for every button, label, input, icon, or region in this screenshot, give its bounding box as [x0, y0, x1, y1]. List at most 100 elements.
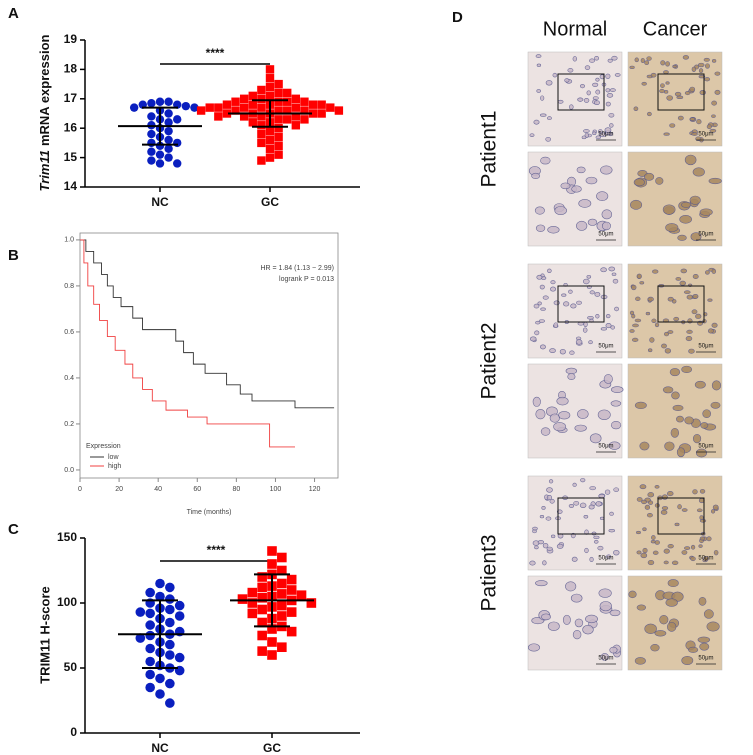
cell [609, 88, 616, 93]
y-tick-label: 14 [64, 179, 78, 193]
cell [573, 500, 580, 506]
data-point [247, 598, 258, 608]
cell [645, 311, 651, 316]
cell [549, 348, 556, 354]
scale-bar-label: 50μm [698, 444, 713, 450]
cell [600, 653, 609, 661]
cell [542, 295, 549, 300]
cell [603, 374, 613, 384]
data-point [286, 585, 297, 595]
data-point [296, 590, 307, 600]
data-point [174, 611, 185, 621]
scale-bar-label: 50μm [598, 132, 613, 138]
data-point [135, 607, 146, 617]
cell [556, 396, 569, 406]
cell [687, 318, 693, 324]
data-point [165, 639, 175, 650]
histology-image: 50μm [527, 575, 623, 671]
cell [587, 218, 598, 226]
data-point [164, 97, 173, 106]
cell [679, 215, 692, 224]
cell [690, 232, 702, 242]
cell [574, 618, 584, 628]
cell [633, 106, 639, 112]
data-point [283, 115, 292, 124]
cell [535, 320, 541, 325]
data-point [155, 150, 165, 159]
cell [694, 380, 706, 389]
x-tick-label: 80 [232, 486, 240, 493]
cell [604, 489, 611, 495]
cell [703, 609, 714, 619]
cell [632, 323, 639, 328]
cell [667, 330, 674, 334]
cell [596, 191, 609, 202]
cell [581, 135, 587, 140]
cell [629, 329, 635, 333]
cell [559, 349, 566, 355]
data-point [265, 135, 275, 145]
cell [631, 337, 639, 342]
cell [673, 316, 680, 322]
cell [665, 223, 679, 233]
cell [545, 80, 553, 86]
cell [608, 529, 615, 533]
data-point [135, 633, 146, 643]
cell [708, 177, 722, 185]
cell [613, 550, 620, 556]
panel-label: B [8, 247, 19, 264]
cell [696, 119, 702, 125]
cell [661, 494, 668, 500]
data-point [274, 141, 283, 151]
cell [712, 504, 719, 511]
cell [654, 503, 660, 508]
data-point [248, 100, 257, 109]
data-point [155, 591, 165, 602]
panel-label: C [8, 521, 19, 538]
cell [672, 64, 677, 69]
data-point [265, 153, 275, 162]
plot-frame [79, 232, 339, 479]
cell [663, 132, 670, 136]
cell [572, 56, 578, 62]
cell [647, 296, 654, 302]
data-point [237, 594, 248, 604]
data-point [283, 97, 292, 106]
cell [580, 478, 586, 483]
scale-bar-label: 50μm [698, 232, 713, 238]
cell [646, 512, 653, 518]
cell [642, 527, 647, 532]
inset-box [657, 73, 705, 111]
cell [706, 124, 712, 130]
annotation: HR = 1.84 (1.13 − 2.99) [260, 265, 334, 272]
cell [532, 526, 538, 531]
cell [570, 303, 577, 309]
cell [565, 367, 578, 375]
cell [601, 209, 613, 220]
y-tick-label: 100 [57, 595, 77, 609]
survival-curve [80, 239, 335, 409]
cell [704, 270, 710, 275]
cell [689, 195, 701, 205]
cell [713, 549, 719, 556]
cell [600, 327, 607, 331]
data-point [283, 88, 292, 98]
cell [578, 199, 592, 208]
cell [547, 226, 560, 234]
cell [571, 556, 578, 562]
cell [711, 509, 716, 514]
cell [661, 506, 669, 511]
cell [583, 129, 590, 133]
data-point [155, 673, 165, 684]
cell [614, 73, 621, 77]
cell [546, 546, 553, 551]
cell [646, 56, 652, 61]
cell [690, 556, 696, 562]
scale-bar-label: 50μm [598, 232, 613, 238]
patient-label: Patient3 [478, 534, 501, 611]
data-point [164, 109, 173, 118]
cell [583, 278, 590, 285]
data-point [145, 587, 155, 598]
data-point [145, 630, 155, 641]
